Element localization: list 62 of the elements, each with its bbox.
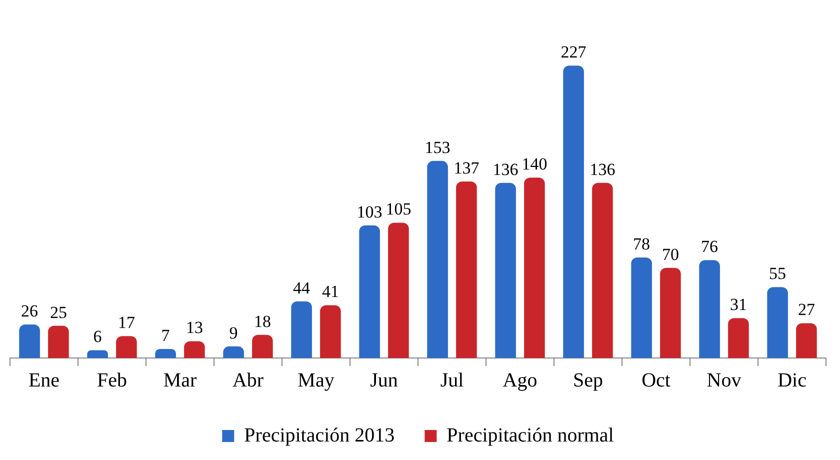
x-tick-label: Jul	[440, 369, 464, 392]
bar	[495, 182, 516, 358]
bar	[631, 258, 652, 358]
bar	[155, 348, 176, 358]
data-label: 105	[386, 200, 412, 219]
data-label: 25	[50, 302, 67, 322]
bar	[427, 160, 448, 358]
bar	[184, 341, 205, 358]
x-tick-label: Ene	[28, 369, 60, 392]
data-label: 78	[633, 234, 650, 254]
bar	[19, 324, 40, 358]
x-tick-label: Oct	[642, 369, 671, 392]
data-label: 103	[356, 202, 382, 222]
bar	[796, 323, 817, 358]
x-tick-label: Sep	[573, 369, 603, 392]
x-tick-label: Dic	[778, 369, 807, 392]
legend-label: Precipitación 2013	[244, 424, 395, 446]
bar	[87, 350, 108, 358]
data-label: 7	[161, 326, 170, 345]
bar	[660, 268, 681, 358]
data-label: 70	[662, 244, 679, 264]
bar	[699, 260, 720, 358]
data-label: 41	[322, 282, 339, 302]
x-tick-label: Jun	[370, 369, 398, 392]
x-tick-label: May	[298, 369, 334, 392]
bar	[291, 301, 312, 358]
x-tick-label: Abr	[232, 369, 264, 392]
data-label: 136	[590, 160, 616, 179]
bar	[767, 287, 788, 358]
data-label: 137	[454, 158, 480, 178]
data-label: 27	[798, 300, 816, 320]
data-label: 18	[254, 312, 271, 331]
x-tick-label: Nov	[706, 369, 742, 392]
legend-label: Precipitación normal	[446, 424, 614, 446]
bar	[728, 318, 749, 358]
data-label: 76	[701, 237, 718, 256]
bar	[524, 178, 545, 358]
bar	[116, 336, 137, 358]
data-label: 55	[769, 264, 786, 284]
data-label: 140	[522, 154, 548, 174]
data-label: 13	[186, 318, 203, 338]
data-label: 17	[118, 313, 136, 332]
bar	[592, 182, 613, 358]
bar	[223, 346, 244, 358]
bar	[456, 182, 477, 358]
data-label: 31	[730, 295, 747, 314]
x-tick-label: Feb	[97, 369, 127, 392]
data-label: 26	[21, 301, 38, 320]
bar	[252, 334, 273, 358]
data-label: 136	[492, 160, 518, 179]
x-tick-label: Mar	[163, 369, 197, 392]
data-label: 9	[229, 323, 238, 342]
bar	[359, 225, 380, 358]
bar	[48, 326, 69, 358]
data-label: 153	[424, 138, 450, 157]
data-label: 44	[293, 278, 311, 298]
bar	[563, 66, 584, 358]
bar	[388, 222, 409, 358]
data-label: 6	[93, 327, 102, 346]
x-tick-label: Ago	[502, 369, 538, 392]
bar	[320, 305, 341, 358]
data-label: 227	[560, 42, 587, 62]
